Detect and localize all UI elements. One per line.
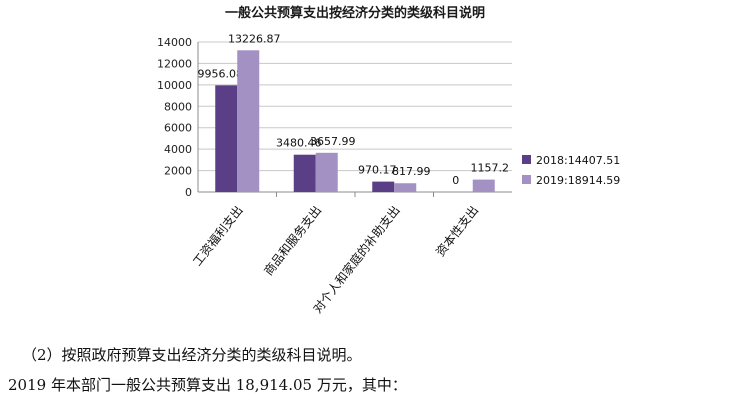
section-heading: （2）按照政府预算支出经济分类的类级科目说明。 bbox=[22, 346, 362, 364]
budget-summary-text: 2019 年本部门一般公共预算支出 18,914.05 万元，其中： bbox=[8, 376, 407, 394]
x-category-label: 商品和服务支出 bbox=[261, 203, 325, 278]
y-tick-label: 0 bbox=[185, 186, 192, 199]
data-label: 9956.08 bbox=[198, 67, 244, 80]
chart-title: 一般公共预算支出按经济分类的类级科目说明 bbox=[225, 5, 485, 21]
legend-swatch bbox=[522, 155, 531, 164]
bar bbox=[215, 85, 238, 192]
bar bbox=[394, 183, 417, 192]
legend-swatch bbox=[522, 175, 531, 184]
y-tick-label: 10000 bbox=[157, 79, 192, 92]
data-label: 970.17 bbox=[358, 164, 397, 177]
bar bbox=[315, 152, 338, 192]
data-label: 817.99 bbox=[392, 165, 431, 178]
data-label: 3657.99 bbox=[310, 135, 356, 148]
y-tick-label: 8000 bbox=[164, 100, 192, 113]
y-tick-label: 14000 bbox=[157, 36, 192, 49]
data-label: 0 bbox=[452, 174, 459, 187]
bar-chart: 一般公共预算支出按经济分类的类级科目说明 0 2000 4000 6000 8000 100… bbox=[157, 5, 620, 316]
x-category-label: 对个人和家庭的补助支出 bbox=[310, 203, 403, 316]
x-category-label: 工资福利支出 bbox=[189, 203, 245, 269]
bar bbox=[372, 181, 395, 192]
x-category-label: 资本性支出 bbox=[433, 203, 481, 259]
data-label: 1157.2 bbox=[471, 162, 510, 175]
bar bbox=[237, 50, 260, 192]
data-label: 13226.87 bbox=[228, 32, 281, 45]
y-tick-label: 12000 bbox=[157, 57, 192, 70]
y-tick-label: 4000 bbox=[164, 143, 192, 156]
legend-label: 2019:18914.59 bbox=[536, 174, 620, 187]
bar bbox=[293, 154, 316, 192]
data-label: 3480.46 bbox=[276, 137, 322, 150]
y-tick-label: 2000 bbox=[164, 165, 192, 178]
bar bbox=[472, 179, 495, 192]
legend-label: 2018:14407.51 bbox=[536, 154, 620, 167]
y-tick-label: 6000 bbox=[164, 122, 192, 135]
